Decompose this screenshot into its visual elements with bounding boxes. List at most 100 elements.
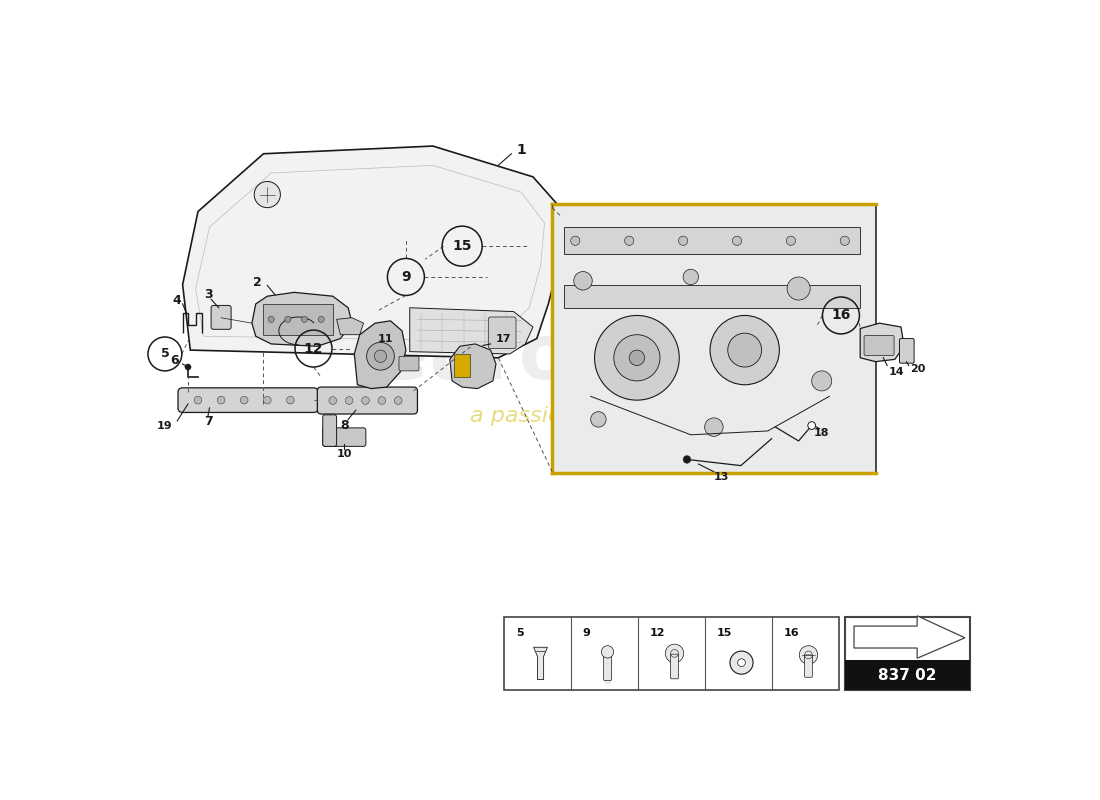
Circle shape — [807, 422, 815, 430]
Circle shape — [378, 397, 386, 404]
FancyBboxPatch shape — [211, 306, 231, 330]
Circle shape — [728, 333, 761, 367]
Circle shape — [301, 316, 308, 322]
FancyBboxPatch shape — [900, 338, 914, 363]
Circle shape — [218, 396, 226, 404]
Text: a passion for...  1985: a passion for... 1985 — [470, 406, 704, 426]
Circle shape — [286, 396, 295, 404]
Text: 17: 17 — [496, 334, 512, 343]
Bar — [563, 285, 860, 308]
Circle shape — [711, 315, 779, 385]
Polygon shape — [854, 616, 965, 658]
Text: 12: 12 — [650, 628, 666, 638]
Bar — [552, 204, 876, 474]
Circle shape — [240, 396, 248, 404]
Circle shape — [394, 397, 403, 404]
Text: 5: 5 — [516, 628, 524, 638]
Text: 18: 18 — [814, 428, 829, 438]
Bar — [454, 354, 470, 377]
Text: 16: 16 — [832, 309, 850, 322]
Circle shape — [329, 397, 337, 404]
Circle shape — [574, 271, 592, 290]
Circle shape — [705, 418, 723, 436]
Text: 11: 11 — [377, 334, 393, 343]
Circle shape — [345, 397, 353, 404]
Circle shape — [786, 236, 795, 246]
Text: 7: 7 — [204, 415, 212, 428]
FancyBboxPatch shape — [322, 428, 366, 446]
Polygon shape — [860, 323, 904, 362]
Circle shape — [285, 316, 290, 322]
Text: 2: 2 — [253, 276, 262, 289]
Text: 9: 9 — [583, 628, 591, 638]
Bar — [504, 618, 838, 690]
Text: 8: 8 — [340, 419, 349, 432]
Text: 6: 6 — [170, 354, 179, 367]
Polygon shape — [337, 318, 363, 334]
Text: 19: 19 — [157, 421, 173, 430]
FancyBboxPatch shape — [399, 356, 419, 371]
Text: 15: 15 — [452, 239, 472, 253]
Bar — [563, 227, 860, 254]
Circle shape — [362, 397, 370, 404]
Circle shape — [264, 396, 272, 404]
Circle shape — [629, 350, 645, 366]
Circle shape — [683, 455, 691, 463]
FancyBboxPatch shape — [178, 388, 318, 413]
Polygon shape — [409, 308, 534, 354]
Circle shape — [366, 342, 395, 370]
Circle shape — [625, 236, 634, 246]
Bar — [264, 304, 332, 334]
Circle shape — [683, 270, 698, 285]
Text: 9: 9 — [402, 270, 410, 284]
Circle shape — [268, 316, 274, 322]
Polygon shape — [534, 647, 548, 679]
FancyBboxPatch shape — [488, 317, 516, 349]
Circle shape — [666, 644, 684, 662]
FancyBboxPatch shape — [318, 387, 418, 414]
Text: 13: 13 — [714, 472, 729, 482]
FancyBboxPatch shape — [865, 335, 894, 355]
Circle shape — [738, 658, 746, 666]
Circle shape — [730, 651, 754, 674]
Text: 16: 16 — [783, 628, 800, 638]
Text: 12: 12 — [304, 342, 323, 355]
Circle shape — [591, 412, 606, 427]
FancyBboxPatch shape — [804, 655, 812, 678]
Polygon shape — [252, 292, 352, 346]
FancyBboxPatch shape — [374, 345, 388, 382]
FancyBboxPatch shape — [322, 414, 337, 446]
Text: 4: 4 — [173, 294, 182, 306]
Circle shape — [594, 315, 679, 400]
Text: 3: 3 — [204, 288, 212, 301]
Circle shape — [185, 364, 191, 370]
Circle shape — [254, 182, 280, 208]
Circle shape — [800, 646, 817, 664]
Text: 15: 15 — [717, 628, 733, 638]
Circle shape — [318, 316, 324, 322]
Circle shape — [840, 236, 849, 246]
Circle shape — [571, 236, 580, 246]
Polygon shape — [354, 321, 406, 389]
Circle shape — [679, 236, 688, 246]
Circle shape — [788, 277, 810, 300]
Text: 1: 1 — [517, 143, 526, 157]
Text: 10: 10 — [337, 449, 352, 459]
Bar — [845, 660, 969, 690]
FancyBboxPatch shape — [604, 654, 612, 680]
Text: 837 02: 837 02 — [878, 668, 936, 683]
FancyBboxPatch shape — [671, 654, 679, 679]
Text: 20: 20 — [911, 364, 925, 374]
Bar — [845, 618, 969, 690]
Text: eurospares: eurospares — [376, 321, 859, 395]
Circle shape — [812, 371, 832, 391]
Circle shape — [602, 646, 614, 658]
Text: 5: 5 — [161, 347, 169, 361]
Circle shape — [374, 350, 387, 362]
Polygon shape — [450, 344, 496, 389]
Polygon shape — [183, 146, 563, 358]
Circle shape — [195, 396, 202, 404]
Circle shape — [614, 334, 660, 381]
Circle shape — [733, 236, 741, 246]
Text: 14: 14 — [889, 366, 904, 377]
